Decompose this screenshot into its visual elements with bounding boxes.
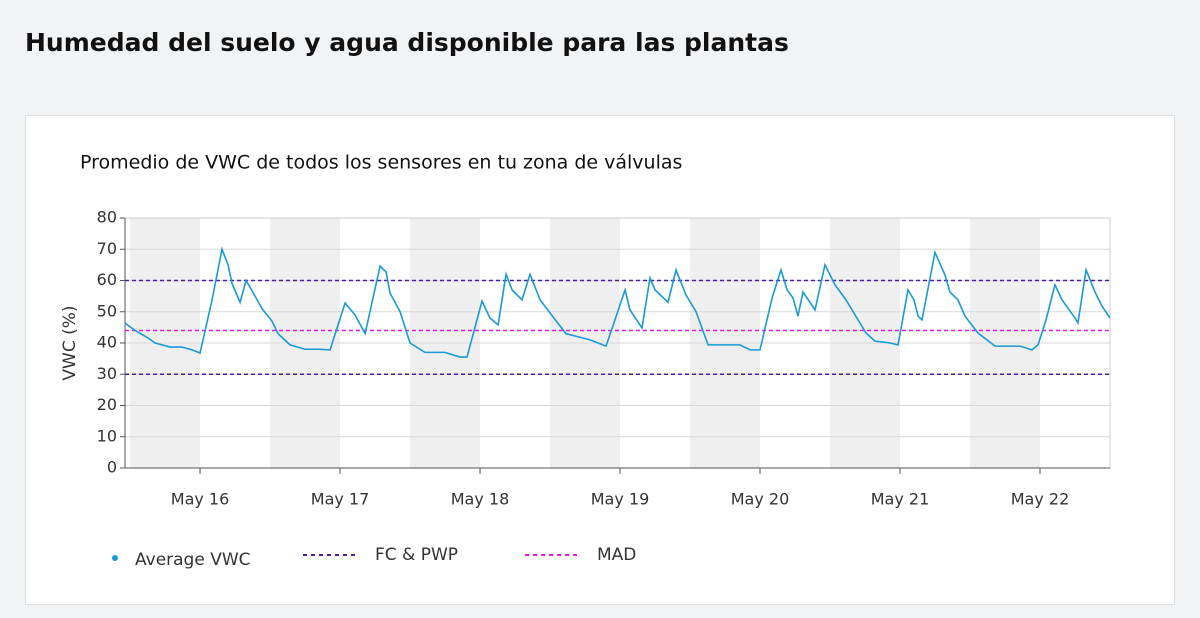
y-tick-label: 60 (97, 270, 117, 289)
y-tick-label: 50 (97, 301, 117, 320)
chart-title: Promedio de VWC de todos los sensores en… (80, 152, 682, 174)
y-tick-label: 20 (97, 395, 117, 414)
x-tick-label: May 20 (731, 490, 790, 509)
y-tick-label: 30 (97, 364, 117, 383)
x-tick-label: May 22 (1011, 490, 1070, 509)
y-tick-label: 80 (97, 208, 117, 227)
legend-marker (112, 555, 118, 561)
y-tick-label: 40 (97, 333, 117, 352)
y-axis-label: VWC (%) (60, 305, 80, 380)
x-tick-label: May 19 (591, 490, 650, 509)
legend-label: Average VWC (135, 550, 251, 570)
x-tick-label: May 17 (311, 490, 370, 509)
x-tick-label: May 21 (871, 490, 930, 509)
x-tick-label: May 16 (171, 490, 230, 509)
y-tick-label: 10 (97, 426, 117, 445)
legend-label: MAD (597, 545, 636, 565)
series-line (124, 246, 1111, 358)
legend-label: FC & PWP (375, 545, 458, 565)
page-title: Humedad del suelo y agua disponible para… (25, 28, 789, 57)
y-tick-label: 0 (107, 458, 117, 477)
y-tick-label: 70 (97, 239, 117, 258)
x-tick-label: May 18 (451, 490, 510, 509)
